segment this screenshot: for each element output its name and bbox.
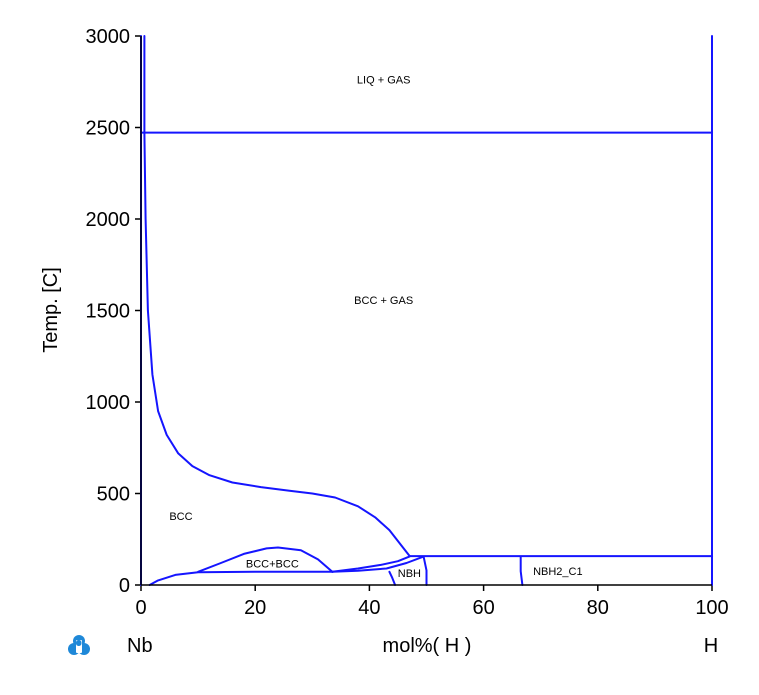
phase-boundary-line: [143, 132, 411, 557]
phase-boundary-line: [388, 570, 397, 586]
phase-boundary-line: [331, 555, 411, 573]
y-axis-title: Temp. [C]: [40, 267, 62, 353]
x-axis-title: mol%( H ): [383, 635, 472, 657]
region-label: LIQ + GAS: [357, 75, 411, 87]
y-tick-label: 2500: [86, 118, 131, 140]
phase-boundary-line: [197, 546, 334, 573]
y-tick-label: 1000: [86, 392, 131, 414]
y-tick-label: 0: [119, 575, 130, 597]
y-tick-label: 500: [97, 484, 130, 506]
phase-boundary-line: [148, 570, 334, 586]
left-element-label: Nb: [127, 635, 153, 657]
x-tick-label: 40: [358, 597, 380, 619]
y-tick-label: 1500: [86, 301, 131, 323]
phase-boundaries: [140, 35, 713, 586]
phase-boundary-line: [519, 556, 524, 586]
y-axis-ticks: [135, 35, 141, 586]
y-tick-label: 2000: [86, 209, 131, 231]
region-label: BCC + GAS: [354, 295, 413, 307]
x-tick-label: 60: [472, 597, 494, 619]
logo-icon: [68, 635, 90, 655]
region-label: NBH: [398, 568, 421, 580]
x-tick-label: 20: [244, 597, 266, 619]
x-tick-label: 0: [135, 597, 146, 619]
phase-boundary-line: [422, 555, 428, 586]
x-tick-label: 100: [695, 597, 728, 619]
x-tick-label: 80: [587, 597, 609, 619]
region-label: BCC+BCC: [246, 559, 299, 571]
y-tick-label: 3000: [86, 26, 131, 48]
region-labels: LIQ + GAS BCC + GAS BCC BCC+BCC NBH NBH2_C1: [169, 75, 582, 580]
region-label: BCC: [169, 511, 192, 523]
phase-boundary-line: [331, 555, 425, 573]
region-label: NBH2_C1: [533, 566, 583, 578]
right-element-label: H: [704, 635, 718, 657]
tick-labels: 0 500 1000 1500 2000 2500 3000 0 20 40 60 80 100: [86, 26, 729, 619]
